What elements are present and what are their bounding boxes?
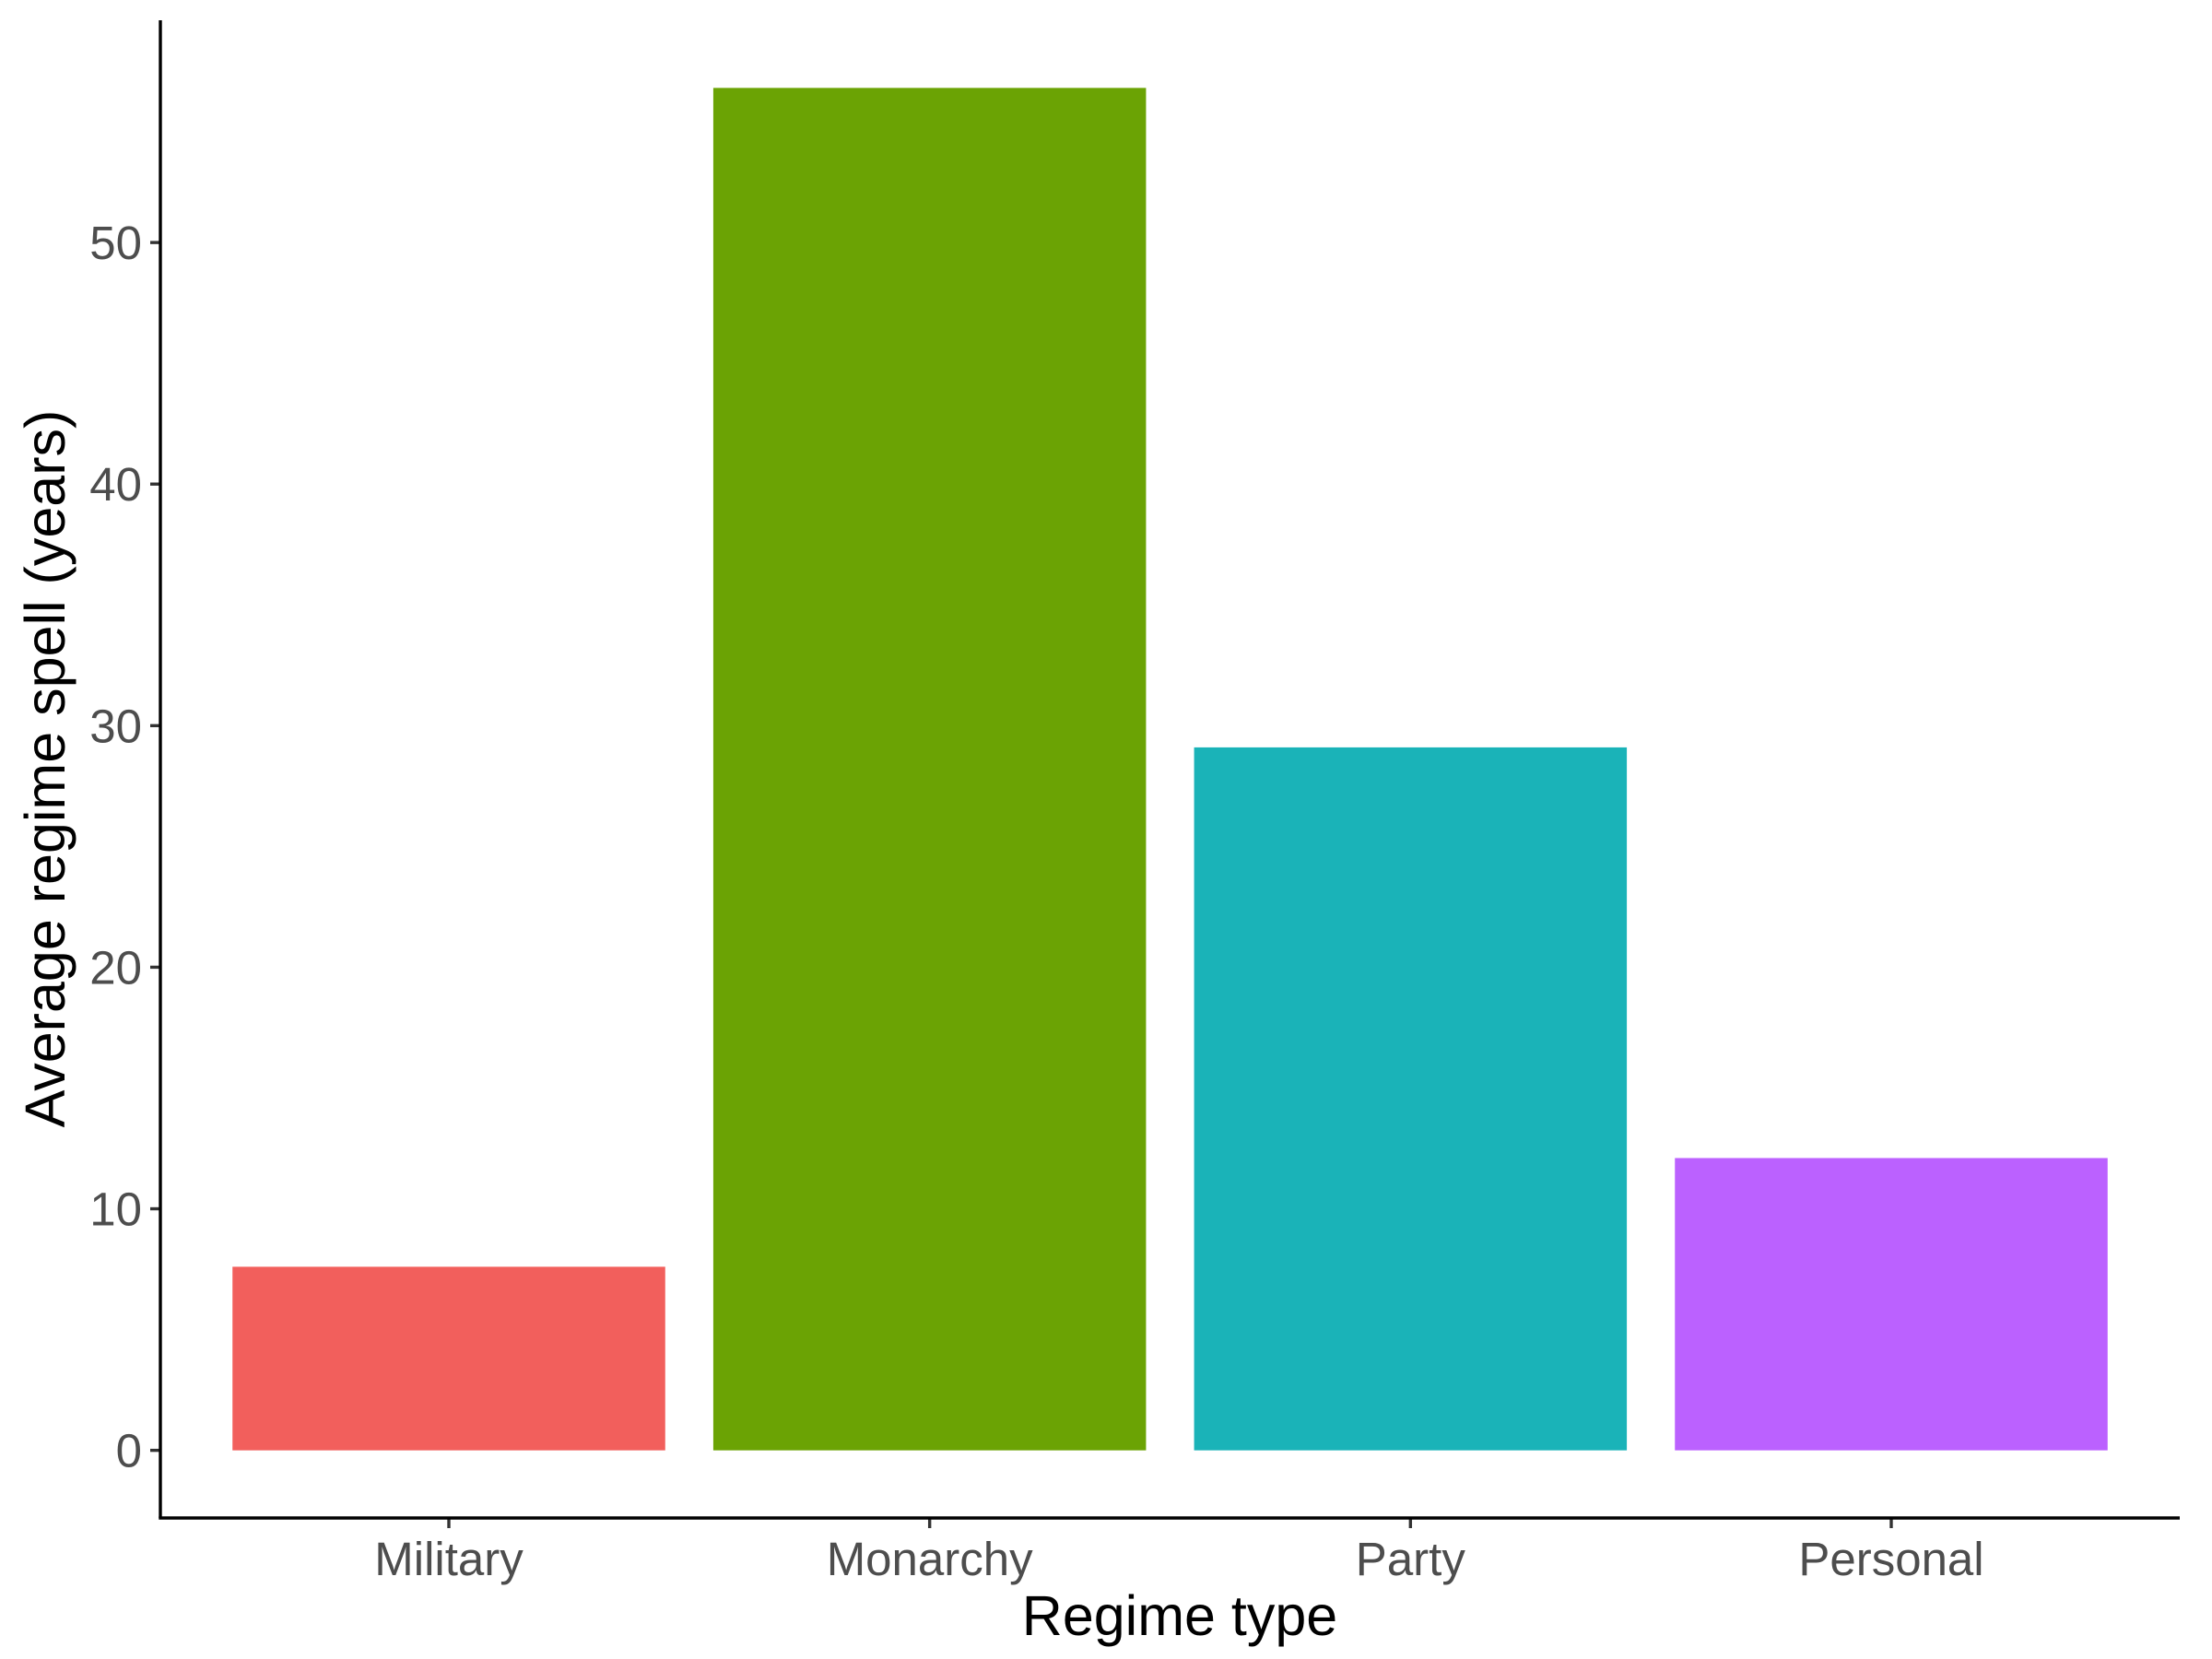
y-tick-label: 0 <box>116 1425 142 1477</box>
x-tick-label-personal: Personal <box>1798 1533 1983 1585</box>
x-tick-label-military: Military <box>374 1533 524 1585</box>
x-tick-label-party: Party <box>1356 1533 1466 1585</box>
bars-group <box>232 88 2108 1451</box>
x-tick-label-monarchy: Monarchy <box>827 1533 1033 1585</box>
y-tick-label: 30 <box>89 700 142 752</box>
bar-monarchy <box>712 88 1147 1451</box>
y-tick-label: 10 <box>89 1183 142 1236</box>
bar-personal <box>1675 1158 2108 1451</box>
y-axis-ticks: 0 10 20 30 40 50 <box>89 217 160 1477</box>
y-tick-label: 20 <box>89 941 142 994</box>
bar-military <box>232 1266 665 1451</box>
y-axis-title: Average regime spell (years) <box>14 410 76 1128</box>
x-axis-title: Regime type <box>1022 1584 1337 1647</box>
bar-party <box>1194 747 1628 1451</box>
y-tick-label: 40 <box>89 458 142 511</box>
x-axis-ticks: Military Monarchy Party Personal <box>374 1518 1984 1585</box>
y-tick-label: 50 <box>89 217 142 269</box>
